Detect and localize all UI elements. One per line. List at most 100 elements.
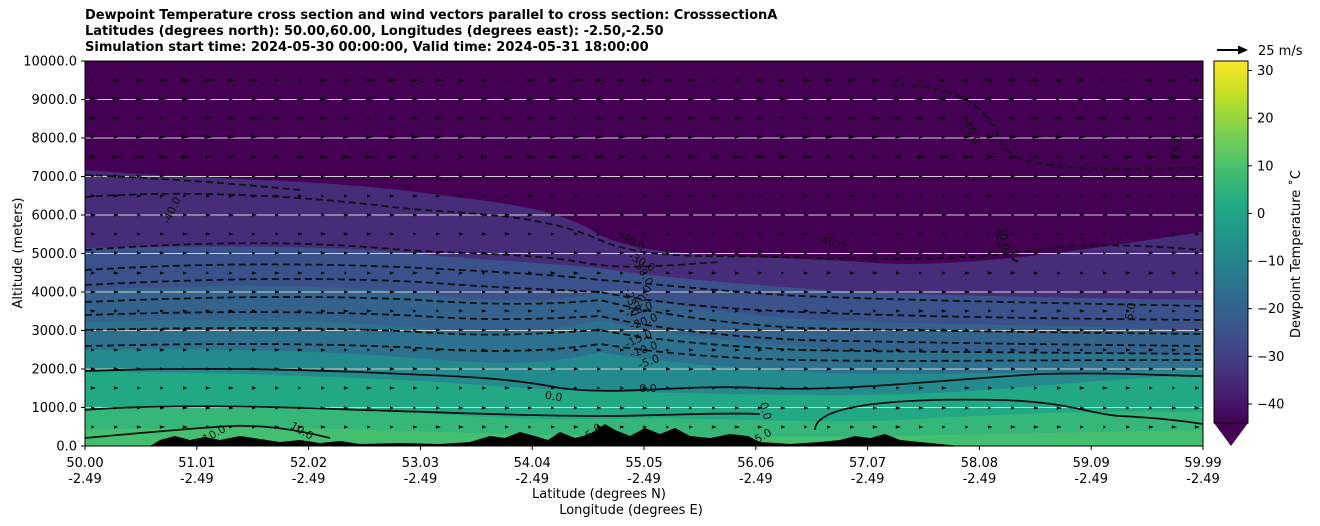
wind-vector [665, 155, 671, 159]
wind-vector [711, 135, 717, 139]
wind-vector [321, 290, 325, 294]
wind-vector [735, 309, 739, 313]
wind-vector [1033, 425, 1039, 429]
wind-vector [758, 213, 763, 217]
wind-vector [710, 155, 720, 159]
wind-vector [251, 213, 257, 217]
wind-vector [619, 309, 625, 313]
wind-vector [942, 174, 946, 178]
wind-vector [734, 251, 740, 255]
wind-vector [689, 328, 693, 332]
wind-vector [550, 194, 556, 198]
wind-vector [298, 232, 303, 236]
wind-vector [988, 386, 993, 390]
wind-vector [1080, 194, 1085, 198]
wind-vector [274, 174, 280, 178]
wind-vector [137, 386, 141, 390]
wind-vector [229, 97, 234, 101]
wind-vector [1050, 116, 1061, 120]
wind-vector [826, 367, 832, 371]
wind-vector [1192, 116, 1197, 120]
wind-vector [367, 174, 371, 178]
wind-vector [850, 328, 854, 332]
wind-vector [275, 328, 280, 332]
wind-vector [343, 135, 351, 139]
wind-vector [205, 213, 211, 217]
wind-vector [1099, 78, 1106, 82]
wind-vector [527, 290, 533, 294]
wind-vector [1057, 271, 1061, 275]
wind-vector [114, 309, 119, 313]
wind-vector [181, 78, 192, 82]
wind-vector [1125, 348, 1131, 352]
contour-label: 5.0 [1123, 302, 1139, 321]
x-tick-label-lat: 50.00 [66, 456, 103, 471]
wind-vector [274, 155, 282, 159]
wind-vector [412, 194, 418, 198]
wind-vector [895, 174, 901, 178]
x-tick-label-lon: -2.49 [851, 472, 885, 487]
wind-vector [942, 425, 946, 429]
wind-vector [689, 425, 693, 429]
wind-vector [848, 116, 859, 120]
wind-vector [389, 194, 395, 198]
wind-vector [688, 135, 696, 139]
wind-vector [504, 135, 510, 139]
wind-vector [872, 194, 878, 198]
wind-vector [458, 97, 465, 101]
wind-vector [1057, 348, 1062, 352]
wind-vector [757, 328, 763, 332]
wind-vector [734, 116, 743, 120]
wind-vector [849, 155, 855, 159]
wind-vector [779, 97, 790, 101]
x-axis-label-latitude: Latitude (degrees N) [532, 487, 666, 502]
wind-vector [206, 348, 210, 352]
wind-vector [390, 406, 394, 410]
wind-vector [802, 78, 813, 82]
wind-vector [413, 213, 418, 217]
wind-vector [227, 135, 238, 139]
wind-vector [137, 406, 141, 410]
wind-vector [665, 386, 671, 390]
wind-vector [918, 251, 924, 255]
chart-title-line-3: Simulation start time: 2024-05-30 00:00:… [85, 40, 649, 55]
wind-vector [804, 425, 808, 429]
wind-vector [113, 213, 119, 217]
wind-vector [160, 290, 164, 294]
wind-vector [758, 386, 763, 390]
y-tick-label: 1000.0 [32, 401, 78, 416]
wind-vector [366, 194, 372, 198]
wind-vector [849, 194, 855, 198]
wind-vector [896, 367, 900, 371]
wind-vector [320, 348, 326, 352]
wind-vector [1148, 271, 1154, 275]
wind-vector [873, 213, 877, 217]
wind-vector [643, 425, 648, 429]
y-tick-label: 6000.0 [32, 209, 78, 224]
wind-vector [550, 116, 558, 120]
wind-vector [734, 78, 741, 82]
wind-vector [597, 194, 601, 198]
wind-vector [251, 155, 257, 159]
wind-vector [1079, 135, 1088, 139]
wind-vector [643, 194, 647, 198]
wind-vector [689, 406, 693, 410]
colorbar-tick-label: −20 [1257, 302, 1284, 317]
wind-vector [526, 155, 537, 159]
wind-vector [159, 174, 165, 178]
wind-vector [1195, 367, 1199, 371]
y-tick-label: 5000.0 [32, 247, 78, 262]
wind-vector [573, 251, 579, 255]
wind-vector [735, 213, 739, 217]
wind-vector [160, 367, 165, 371]
wind-vector [850, 406, 854, 410]
wind-vector [734, 425, 740, 429]
wind-vector [827, 328, 831, 332]
wind-vector [1102, 135, 1110, 139]
wind-vector [825, 135, 836, 139]
wind-vector [114, 425, 119, 429]
wind-vector [572, 97, 583, 101]
wind-vector [505, 271, 509, 275]
wind-vector [757, 78, 766, 82]
x-tick-label-lat: 58.08 [961, 456, 998, 471]
